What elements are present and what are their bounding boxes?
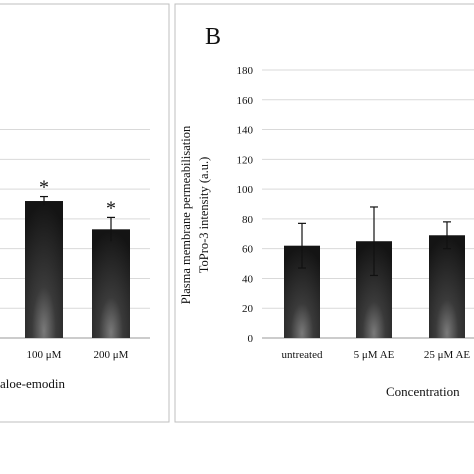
- panel-a-significance-star: *: [106, 197, 116, 219]
- panel-a-bar: [25, 201, 63, 338]
- panel-b-ytick-label: 60: [242, 244, 254, 256]
- panel-b-ytick-label: 20: [242, 303, 254, 315]
- panel-a-plot: * 100 μM * 200 μM: [0, 129, 150, 361]
- panel-b-ytick-label: 0: [248, 333, 254, 345]
- panel-b-category-label: untreated: [282, 349, 323, 361]
- panel-b-xlabel: Concentration: [386, 384, 460, 399]
- panel-b-ytick-label: 180: [237, 65, 254, 77]
- panel-b-letter: B: [205, 24, 221, 50]
- panel-a-category-label: 100 μM: [27, 349, 62, 361]
- panel-b-plot: 0 20 40 60 80 100 120 140 160 180 untreated 5 μM AE…: [237, 65, 474, 361]
- panel-a-frame: [0, 3, 170, 423]
- panel-b-ytick-label: 80: [242, 214, 254, 226]
- panel-b-ylabel-line2: ToPro-3 intensity (a.u.): [197, 157, 211, 273]
- panel-b-ytick-label: 160: [237, 95, 254, 107]
- panel-b-frame: [174, 3, 474, 423]
- panel-a-xlabel: aloe-emodin: [0, 376, 65, 391]
- panel-b-ytick-label: 120: [237, 154, 254, 166]
- panel-a-significance-star: *: [39, 177, 49, 199]
- panel-b-category-label: 25 μM AE: [424, 349, 471, 361]
- panel-a-category-label: 200 μM: [94, 349, 129, 361]
- panel-a-bar: [92, 229, 130, 338]
- panel-b-ytick-label: 100: [237, 184, 254, 196]
- panel-b-ylabel-line1: Plasma membrane permeabilisation: [179, 125, 193, 304]
- panel-b-bar: [429, 235, 465, 338]
- panel-b-ytick-label: 140: [237, 125, 254, 137]
- panel-b-category-label: 5 μM AE: [354, 349, 395, 361]
- panel-b-ytick-label: 40: [242, 273, 254, 285]
